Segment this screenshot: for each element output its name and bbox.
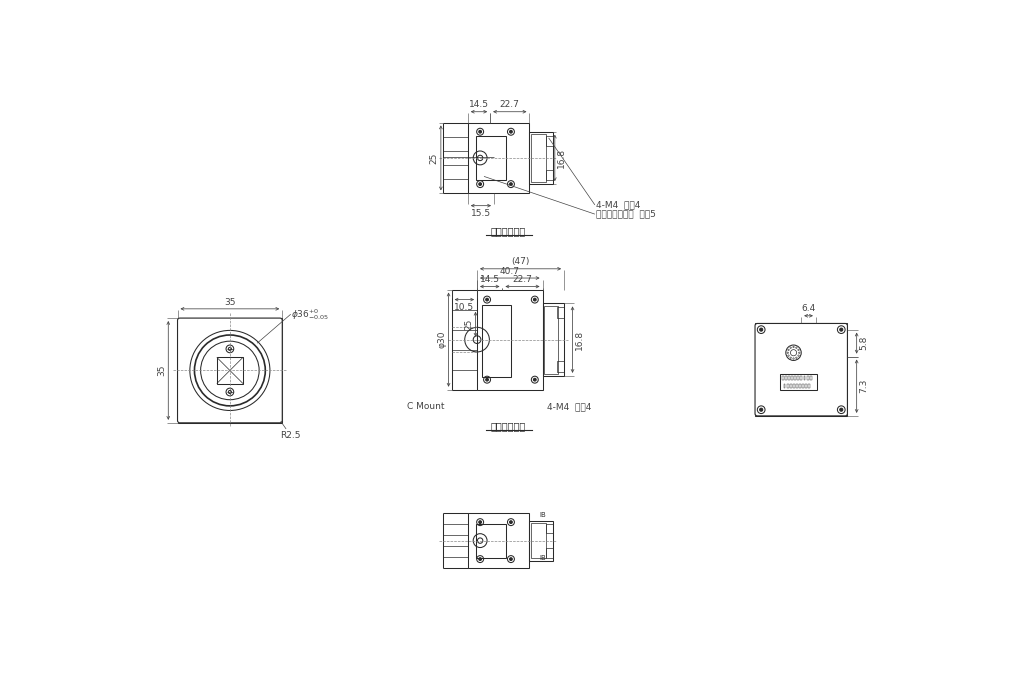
Text: 対面同一形状: 対面同一形状: [491, 421, 526, 431]
Text: 14.5: 14.5: [469, 100, 489, 109]
Circle shape: [486, 378, 488, 381]
Text: 14.5: 14.5: [480, 275, 500, 284]
Text: 25: 25: [465, 318, 473, 330]
Bar: [529, 521, 552, 561]
Text: 6.4: 6.4: [801, 304, 816, 314]
Text: 10.5: 10.5: [454, 302, 475, 312]
Bar: [793, 384, 795, 388]
Text: カメラ三脚ネジ  深さ5: カメラ三脚ネジ 深さ5: [596, 209, 656, 218]
Circle shape: [839, 328, 843, 331]
Bar: [546, 136, 552, 146]
Text: 対面同一形状: 対面同一形状: [491, 227, 526, 237]
Bar: [476, 524, 506, 559]
Text: (47): (47): [511, 258, 529, 267]
Bar: [544, 306, 558, 374]
Text: 22.7: 22.7: [513, 275, 533, 284]
FancyBboxPatch shape: [755, 323, 848, 416]
Bar: [784, 384, 786, 388]
Circle shape: [510, 558, 512, 561]
Bar: [788, 376, 790, 379]
Text: φ30: φ30: [438, 331, 446, 349]
Text: C Mount: C Mount: [407, 402, 445, 411]
Text: 15.5: 15.5: [471, 209, 491, 218]
Circle shape: [510, 130, 512, 133]
Bar: [799, 384, 801, 388]
Bar: [476, 136, 506, 180]
Bar: [529, 132, 552, 184]
Circle shape: [760, 408, 763, 412]
Text: 40.7: 40.7: [500, 267, 520, 276]
Text: 25: 25: [430, 152, 439, 164]
Circle shape: [479, 521, 481, 524]
Bar: [803, 376, 805, 379]
FancyBboxPatch shape: [177, 318, 282, 423]
Bar: [782, 376, 784, 379]
Bar: [216, 357, 243, 384]
Text: $\phi$36$^{+0}_{-0.05}$: $\phi$36$^{+0}_{-0.05}$: [291, 307, 330, 322]
Circle shape: [760, 328, 763, 331]
Bar: [797, 376, 799, 379]
Text: 7.3: 7.3: [859, 379, 868, 393]
Bar: [809, 384, 810, 388]
Bar: [790, 384, 792, 388]
Bar: [802, 384, 804, 388]
Text: 35: 35: [225, 298, 236, 307]
Bar: [805, 384, 806, 388]
Bar: [546, 524, 552, 533]
Text: 5.8: 5.8: [859, 336, 868, 350]
Circle shape: [486, 298, 488, 301]
Bar: [785, 376, 787, 379]
Text: 4-M4  深さ4: 4-M4 深さ4: [547, 402, 591, 411]
Circle shape: [479, 130, 481, 133]
Bar: [546, 170, 552, 180]
Bar: [543, 304, 564, 376]
Bar: [557, 361, 564, 372]
Bar: [477, 290, 543, 390]
Text: R2.5: R2.5: [280, 430, 301, 440]
Text: 35: 35: [157, 365, 166, 376]
Bar: [557, 307, 564, 318]
Bar: [796, 384, 798, 388]
Circle shape: [839, 408, 843, 412]
Circle shape: [534, 378, 537, 381]
Bar: [791, 376, 793, 379]
Bar: [794, 376, 796, 379]
Bar: [177, 318, 282, 423]
Bar: [546, 548, 552, 557]
Circle shape: [479, 558, 481, 561]
Text: 4-M4  深さ4: 4-M4 深さ4: [596, 200, 641, 209]
Bar: [468, 122, 529, 193]
Bar: [800, 376, 802, 379]
Bar: [780, 374, 817, 391]
Text: IB: IB: [540, 555, 546, 561]
Bar: [810, 376, 812, 379]
Text: 16.8: 16.8: [557, 148, 566, 168]
Bar: [530, 134, 546, 182]
Circle shape: [510, 521, 512, 524]
Circle shape: [479, 183, 481, 186]
Text: 16.8: 16.8: [575, 330, 584, 350]
Bar: [806, 376, 809, 379]
Bar: [530, 523, 546, 559]
Text: IB: IB: [540, 512, 546, 518]
Circle shape: [510, 183, 512, 186]
Circle shape: [534, 298, 537, 301]
Bar: [482, 305, 511, 377]
Bar: [787, 384, 789, 388]
Text: 22.7: 22.7: [500, 100, 520, 109]
Bar: [755, 323, 848, 416]
Bar: [468, 513, 529, 568]
